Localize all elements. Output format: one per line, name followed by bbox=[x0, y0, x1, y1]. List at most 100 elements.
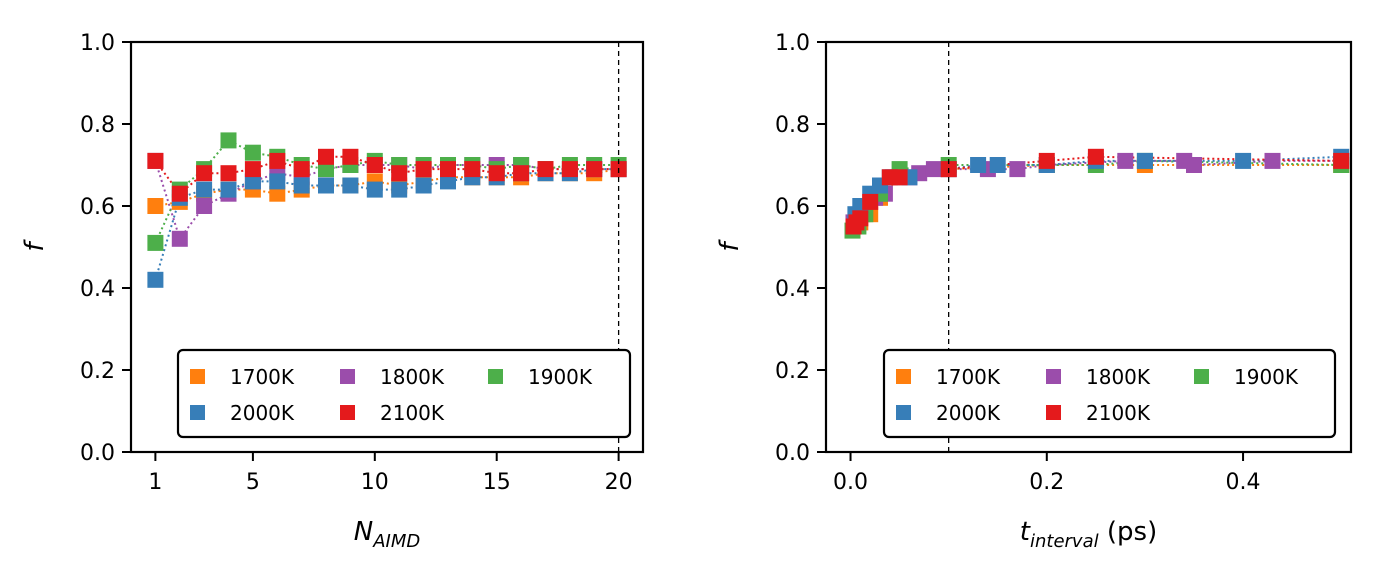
legend-marker-1700K bbox=[190, 369, 205, 384]
data-point-2100K bbox=[220, 165, 237, 182]
x-tick-label: 20 bbox=[605, 470, 633, 495]
data-point-2000K bbox=[1136, 152, 1153, 169]
data-point-2100K bbox=[561, 161, 578, 178]
data-point-2100K bbox=[1038, 152, 1055, 169]
data-point-2100K bbox=[1087, 148, 1104, 165]
data-point-1800K bbox=[1264, 152, 1281, 169]
data-point-2000K bbox=[1235, 152, 1252, 169]
data-point-2000K bbox=[318, 177, 334, 194]
legend-marker-2100K bbox=[340, 405, 355, 420]
data-point-1800K bbox=[171, 230, 188, 247]
data-point-2000K bbox=[220, 181, 237, 198]
data-point-2100K bbox=[862, 193, 879, 210]
legend-box bbox=[882, 348, 1337, 439]
x-tick-label: 15 bbox=[483, 470, 511, 495]
data-point-2100K bbox=[415, 161, 432, 178]
y-tick-label: 0.2 bbox=[775, 359, 810, 384]
legend-label-2100K: 2100K bbox=[1086, 401, 1151, 425]
legend-label-1800K: 1800K bbox=[380, 365, 445, 389]
data-point-1800K bbox=[1009, 161, 1026, 178]
panel-2: 0.0 0.2 0.4 0.6 0.8 1.0 0.0 0.2 0.4 f tinterval (p… bbox=[715, 31, 1353, 552]
x-tick-label: 10 bbox=[361, 470, 389, 495]
data-point-1700K bbox=[147, 198, 164, 214]
data-point-2100K bbox=[488, 165, 505, 182]
data-point-2100K bbox=[366, 157, 383, 173]
y-tick-label: 1.0 bbox=[775, 31, 810, 56]
legend-marker-1800K bbox=[1046, 369, 1061, 384]
legend-label-1700K: 1700K bbox=[936, 365, 1001, 389]
y-tick-label: 0.6 bbox=[775, 195, 810, 220]
data-point-2000K bbox=[342, 177, 359, 194]
legend-marker-2000K bbox=[896, 405, 911, 420]
data-point-2100K bbox=[464, 161, 481, 178]
data-point-2000K bbox=[970, 157, 987, 173]
x-axis-label: NAIMD bbox=[354, 517, 420, 552]
data-point-2100K bbox=[196, 165, 213, 182]
x-tick-label: 5 bbox=[246, 470, 260, 495]
data-point-2100K bbox=[318, 148, 334, 165]
x-axis-label: tinterval (ps) bbox=[1020, 517, 1157, 552]
data-point-2000K bbox=[391, 181, 408, 198]
axes-frame bbox=[824, 40, 1353, 454]
legend-label-1800K: 1800K bbox=[1086, 365, 1151, 389]
y-tick-label: 0.8 bbox=[80, 113, 115, 138]
y-tick-label: 0.0 bbox=[775, 441, 810, 466]
legend: 1700K 1800K 1900K 2000K 2100K bbox=[882, 348, 1337, 439]
data-point-1800K bbox=[196, 198, 213, 214]
x-tick-label: 0.0 bbox=[833, 470, 868, 495]
data-point-2100K bbox=[147, 152, 164, 169]
data-point-2100K bbox=[852, 210, 869, 227]
data-point-1900K bbox=[244, 144, 261, 161]
data-point-2000K bbox=[269, 173, 286, 190]
legend-marker-2000K bbox=[190, 405, 205, 420]
data-point-1700K bbox=[269, 185, 286, 202]
data-point-1900K bbox=[318, 161, 334, 178]
data-point-2000K bbox=[366, 181, 383, 198]
data-point-1800K bbox=[1117, 152, 1134, 169]
data-point-2000K bbox=[196, 181, 213, 198]
legend-marker-1800K bbox=[340, 369, 355, 384]
data-point-2100K bbox=[391, 165, 408, 182]
x-tick-label: 0.2 bbox=[1029, 470, 1064, 495]
data-point-2100K bbox=[1333, 152, 1350, 169]
y-tick-label: 1.0 bbox=[80, 31, 115, 56]
data-point-1800K bbox=[1186, 157, 1202, 173]
legend-label-1900K: 1900K bbox=[1234, 365, 1299, 389]
data-point-2000K bbox=[244, 173, 261, 190]
legend-label-2000K: 2000K bbox=[936, 401, 1001, 425]
data-point-2100K bbox=[171, 185, 188, 202]
legend-marker-1900K bbox=[488, 369, 503, 384]
legend-marker-2100K bbox=[1046, 405, 1061, 420]
data-point-2000K bbox=[989, 157, 1006, 173]
data-point-2100K bbox=[244, 161, 261, 178]
y-tick-label: 0.4 bbox=[775, 277, 810, 302]
data-point-2100K bbox=[440, 161, 456, 178]
legend-label-1900K: 1900K bbox=[528, 365, 593, 389]
data-point-1900K bbox=[220, 132, 237, 149]
data-point-2100K bbox=[537, 161, 554, 178]
legend-marker-1900K bbox=[1194, 369, 1209, 384]
y-tick-label: 0.0 bbox=[80, 441, 115, 466]
data-point-2100K bbox=[586, 161, 603, 178]
legend-marker-1700K bbox=[896, 369, 911, 384]
y-tick-label: 0.2 bbox=[80, 359, 115, 384]
data-point-2100K bbox=[293, 161, 310, 178]
data-point-2000K bbox=[415, 177, 432, 194]
data-point-2100K bbox=[513, 165, 530, 182]
data-point-1800K bbox=[925, 161, 942, 178]
legend-label-2000K: 2000K bbox=[230, 401, 295, 425]
data-point-2000K bbox=[293, 177, 310, 194]
legend: 1700K 1800K 1900K 2000K 2100K bbox=[176, 348, 632, 439]
data-point-1900K bbox=[147, 234, 164, 251]
y-tick-label: 0.8 bbox=[775, 113, 810, 138]
x-tick-label: 0.4 bbox=[1226, 470, 1261, 495]
legend-box bbox=[176, 348, 632, 439]
y-axis-label: f bbox=[20, 239, 50, 252]
y-tick-label: 0.6 bbox=[80, 195, 115, 220]
data-point-2000K bbox=[147, 271, 164, 288]
x-tick-label: 1 bbox=[148, 470, 162, 495]
data-point-2000K bbox=[440, 173, 456, 190]
data-point-2100K bbox=[269, 152, 286, 169]
legend-label-2100K: 2100K bbox=[380, 401, 445, 425]
